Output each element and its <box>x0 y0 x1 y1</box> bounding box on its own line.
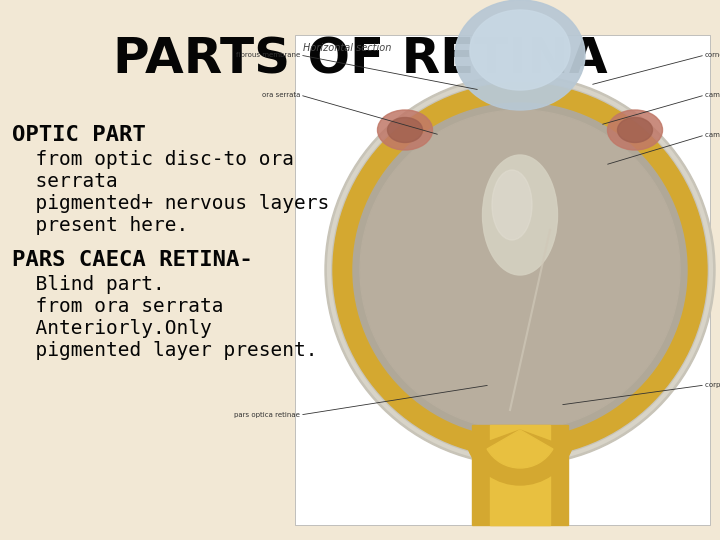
Text: from optic disc-to ora: from optic disc-to ora <box>12 150 294 169</box>
Text: corpus vitreum: corpus vitreum <box>705 382 720 388</box>
Text: Horizontal section: Horizontal section <box>303 43 392 53</box>
Ellipse shape <box>470 10 570 90</box>
Ellipse shape <box>455 0 585 110</box>
Text: cornea: cornea <box>705 52 720 58</box>
Ellipse shape <box>387 118 423 143</box>
Text: pigmented layer present.: pigmented layer present. <box>12 341 318 360</box>
Wedge shape <box>468 430 572 485</box>
Text: PARTS OF RETINA: PARTS OF RETINA <box>113 35 607 83</box>
Circle shape <box>353 103 687 437</box>
Text: Anteriorly.Only: Anteriorly.Only <box>12 319 212 338</box>
Text: fibrous membrane: fibrous membrane <box>235 52 300 58</box>
Text: camera posterior: camera posterior <box>705 132 720 138</box>
Bar <box>472 425 568 525</box>
Text: pigmented+ nervous layers: pigmented+ nervous layers <box>12 194 329 213</box>
Text: OPTIC PART: OPTIC PART <box>12 125 145 145</box>
Text: serrata: serrata <box>12 172 118 191</box>
Ellipse shape <box>482 155 557 275</box>
Circle shape <box>360 110 680 430</box>
Ellipse shape <box>608 110 662 150</box>
Bar <box>295 35 710 525</box>
Text: from ora serrata: from ora serrata <box>12 297 223 316</box>
Circle shape <box>333 83 707 457</box>
Text: present here.: present here. <box>12 216 188 235</box>
Bar <box>490 425 550 525</box>
Text: Blind part.: Blind part. <box>12 275 165 294</box>
Text: PARS CAECA RETINA-: PARS CAECA RETINA- <box>12 250 253 270</box>
Text: pars optica retinae: pars optica retinae <box>234 412 300 418</box>
Ellipse shape <box>377 110 433 150</box>
Circle shape <box>325 75 715 465</box>
Ellipse shape <box>492 170 532 240</box>
Ellipse shape <box>618 118 652 143</box>
Text: ora serrata: ora serrata <box>261 92 300 98</box>
Text: camera anterior: camera anterior <box>705 92 720 98</box>
Wedge shape <box>487 430 553 468</box>
